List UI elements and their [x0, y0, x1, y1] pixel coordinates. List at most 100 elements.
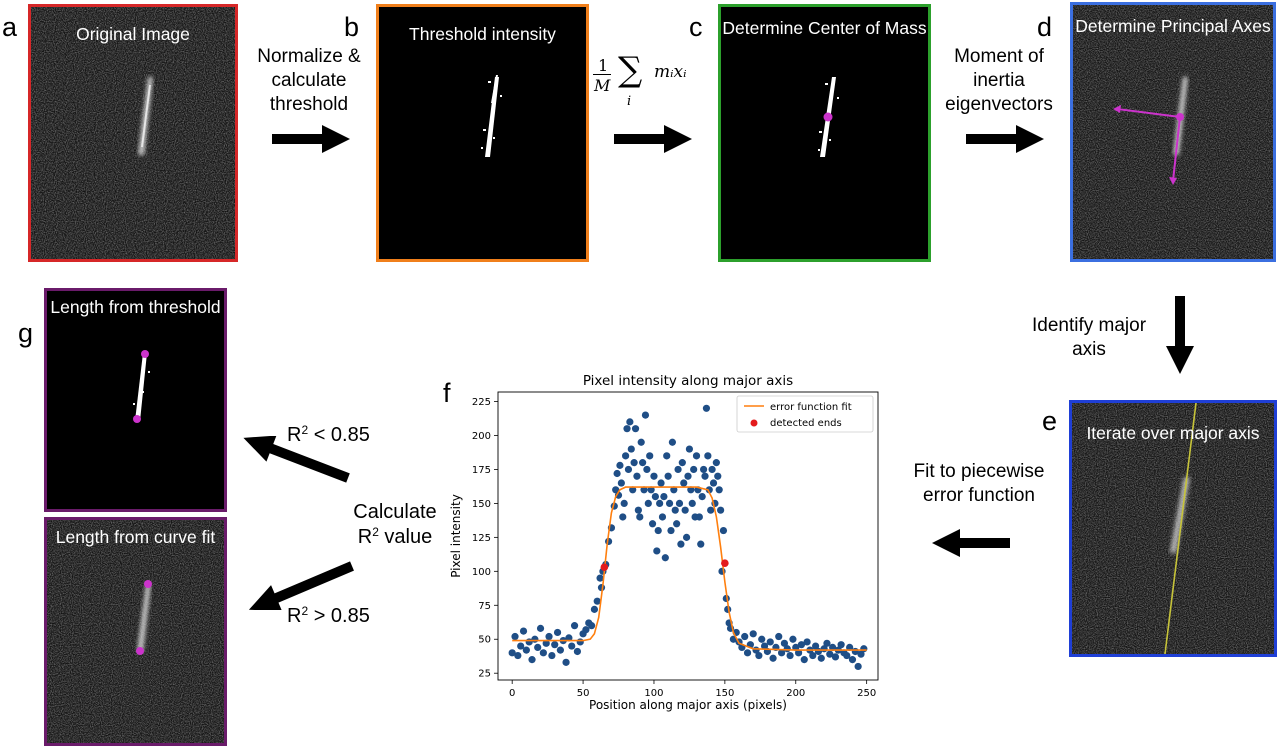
scatter-point — [650, 472, 658, 480]
scatter-point — [517, 642, 525, 650]
scatter-point — [709, 479, 718, 487]
scatter-point — [670, 486, 678, 494]
scatter-point — [539, 649, 547, 657]
x-tick-label-5: 250 — [857, 688, 876, 699]
scatter-point — [797, 641, 806, 649]
scatter-point — [664, 472, 672, 480]
scatter-point — [656, 499, 664, 507]
arrow-to-threshold — [243, 436, 350, 483]
formula-index: i — [627, 94, 632, 109]
scatter-point — [831, 653, 840, 661]
scatter-point — [619, 513, 627, 521]
pixel-intensity-chart: Pixel intensity along major axis 0 50 100 1… — [449, 373, 879, 712]
scatter-point — [684, 472, 692, 480]
arrow-e-to-f — [932, 529, 1010, 557]
scatter-point — [860, 645, 868, 653]
scatter-point — [661, 554, 669, 562]
arrow-c-to-d — [966, 125, 1044, 153]
scatter-point — [654, 526, 662, 535]
y-tick-label-4: 125 — [472, 533, 491, 544]
threshold-image — [481, 75, 502, 157]
chart-title: Pixel intensity along major axis — [583, 373, 793, 389]
center-of-mass-panel: Determine Center of Mass — [718, 4, 931, 262]
scatter-point — [660, 493, 668, 501]
scatter-point — [643, 465, 651, 474]
curve-fit-end-bottom — [136, 647, 144, 655]
scatter-point — [692, 452, 701, 460]
calculate-r2-label: Calculate R2 value — [336, 500, 454, 550]
scatter-point — [697, 540, 705, 548]
principal-axes-title: Determine Principal Axes — [1075, 16, 1271, 36]
scatter-point — [582, 626, 590, 634]
panel-letter-c: c — [689, 12, 703, 42]
scatter-point — [658, 513, 667, 521]
scatter-point — [545, 632, 553, 641]
scatter-point — [519, 627, 528, 635]
scatter-point — [570, 622, 579, 630]
scatter-point — [743, 649, 752, 657]
step-fit-label: Fit to piecewise error function — [913, 461, 1045, 506]
scatter-point — [636, 513, 644, 521]
scatter-point — [667, 526, 675, 535]
scatter-point — [678, 459, 686, 467]
scatter-point — [617, 479, 625, 487]
scatter-point — [812, 642, 820, 650]
iterate-major-axis-title: Iterate over major axis — [1086, 423, 1260, 443]
scatter-point — [717, 506, 725, 514]
panel-letter-d: d — [1037, 12, 1053, 42]
scatter-point — [800, 656, 808, 664]
scatter-point — [629, 486, 637, 494]
plot-area — [497, 391, 879, 681]
scatter-point — [531, 635, 539, 643]
scatter-point — [766, 638, 774, 646]
scatter-point — [707, 506, 715, 514]
original-image-panel: Original Image — [28, 4, 238, 262]
scatter-point — [536, 624, 545, 632]
scatter-point — [854, 662, 862, 671]
scatter-point — [705, 486, 713, 494]
scatter-point — [809, 651, 817, 660]
principal-axes-image — [1073, 5, 1273, 259]
formula-numerator: 1 — [598, 56, 609, 75]
y-tick-label-6: 175 — [472, 465, 491, 476]
scatter-point — [641, 411, 650, 419]
formula-sum: ∑ — [618, 50, 643, 90]
legend-ends: detected ends — [770, 418, 842, 429]
scatter-point — [843, 651, 851, 660]
y-tick-label-0: 25 — [478, 669, 491, 680]
scatter-point — [565, 634, 573, 642]
x-tick-label-0: 0 — [509, 688, 515, 699]
scatter-point — [681, 506, 689, 514]
threshold-intensity-title: Threshold intensity — [409, 24, 556, 44]
step-moment-label: Moment of inertia eigenvectors — [945, 46, 1053, 115]
panel-letter-f: f — [443, 378, 451, 408]
scatter-point — [665, 499, 674, 507]
formula-denominator: M — [594, 76, 611, 95]
formula-terms: mᵢxᵢ — [654, 62, 687, 82]
x-tick-label-2: 100 — [644, 688, 663, 699]
scatter-point — [671, 506, 679, 514]
original-image — [31, 7, 235, 259]
center-of-mass-image — [818, 77, 839, 157]
scatter-point — [688, 499, 696, 507]
scatter-point — [749, 630, 757, 638]
scatter-point — [522, 646, 530, 654]
center-of-mass-point — [823, 112, 833, 122]
x-tick-label-3: 150 — [715, 688, 734, 699]
scatter-point — [637, 438, 645, 446]
scatter-point — [699, 465, 708, 474]
center-of-mass-formula: 1 M ∑ i mᵢxᵢ — [592, 50, 712, 122]
x-tick-label-4: 200 — [786, 688, 805, 699]
length-threshold-title: Length from threshold — [50, 297, 221, 317]
scatter-point — [640, 486, 648, 494]
scatter-point — [633, 472, 641, 480]
y-tick-label-7: 200 — [472, 431, 491, 442]
scatter-point — [528, 656, 536, 664]
length-curve-fit-panel: Length from curve fit — [44, 517, 227, 746]
scatter-point — [682, 533, 691, 541]
scatter-point — [817, 654, 825, 662]
chart-legend: error function fit detected ends — [736, 395, 874, 433]
scatter-point — [573, 647, 582, 656]
scatter-point — [623, 425, 631, 433]
y-tick-label-3: 100 — [472, 567, 491, 578]
